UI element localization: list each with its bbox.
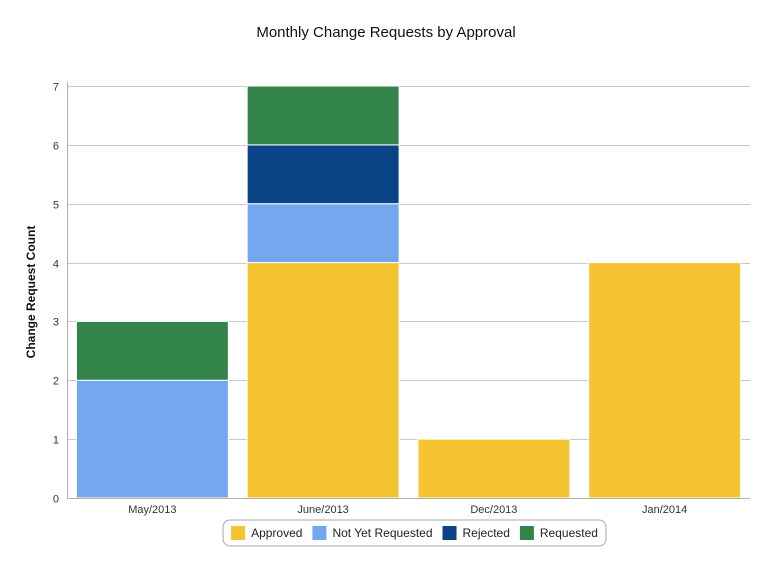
- y-tick-label: 3: [53, 317, 59, 329]
- bars: [75, 85, 742, 499]
- legend-label: Requested: [540, 526, 598, 540]
- bar-segment-rejected[interactable]: [246, 144, 400, 205]
- y-tick-label: 7: [53, 82, 59, 94]
- legend-swatch: [231, 526, 246, 540]
- legend-swatch: [519, 526, 534, 540]
- legend-swatch: [442, 526, 457, 540]
- legend: Approved Not Yet Requested Rejected Request…: [222, 519, 607, 547]
- x-tick-label: May/2013: [128, 504, 176, 516]
- y-tick-label: 5: [53, 200, 59, 212]
- y-tick-label: 2: [53, 376, 59, 388]
- chart-title: Monthly Change Requests by Approval: [256, 24, 515, 41]
- legend-swatch: [312, 526, 327, 540]
- y-axis-title: Change Request Count: [24, 226, 38, 359]
- y-tick-label: 1: [53, 435, 59, 447]
- y-tick-label: 0: [53, 494, 59, 506]
- bar-segment-approved[interactable]: [246, 262, 400, 499]
- legend-label: Not Yet Requested: [332, 526, 432, 540]
- legend-label: Rejected: [463, 526, 510, 540]
- y-tick-label: 4: [53, 259, 59, 271]
- bar-segment-not-yet-requested[interactable]: [246, 203, 400, 264]
- x-tick-label: Jan/2014: [642, 504, 687, 516]
- legend-label: Approved: [251, 526, 302, 540]
- bar-segment-requested[interactable]: [246, 85, 400, 146]
- bar-segment-requested[interactable]: [75, 320, 229, 381]
- y-tick-label: 6: [53, 141, 59, 153]
- axes: 0 1 2 3 4 5 6 7 May/2013 June/2013 Dec/2013 Jan/201…: [53, 82, 750, 516]
- x-tick-label: June/2013: [297, 504, 348, 516]
- bar-segment-not-yet-requested[interactable]: [75, 379, 229, 499]
- bar-segment-approved[interactable]: [417, 438, 571, 499]
- x-tick-label: Dec/2013: [470, 504, 517, 516]
- bar-segment-approved[interactable]: [588, 262, 742, 499]
